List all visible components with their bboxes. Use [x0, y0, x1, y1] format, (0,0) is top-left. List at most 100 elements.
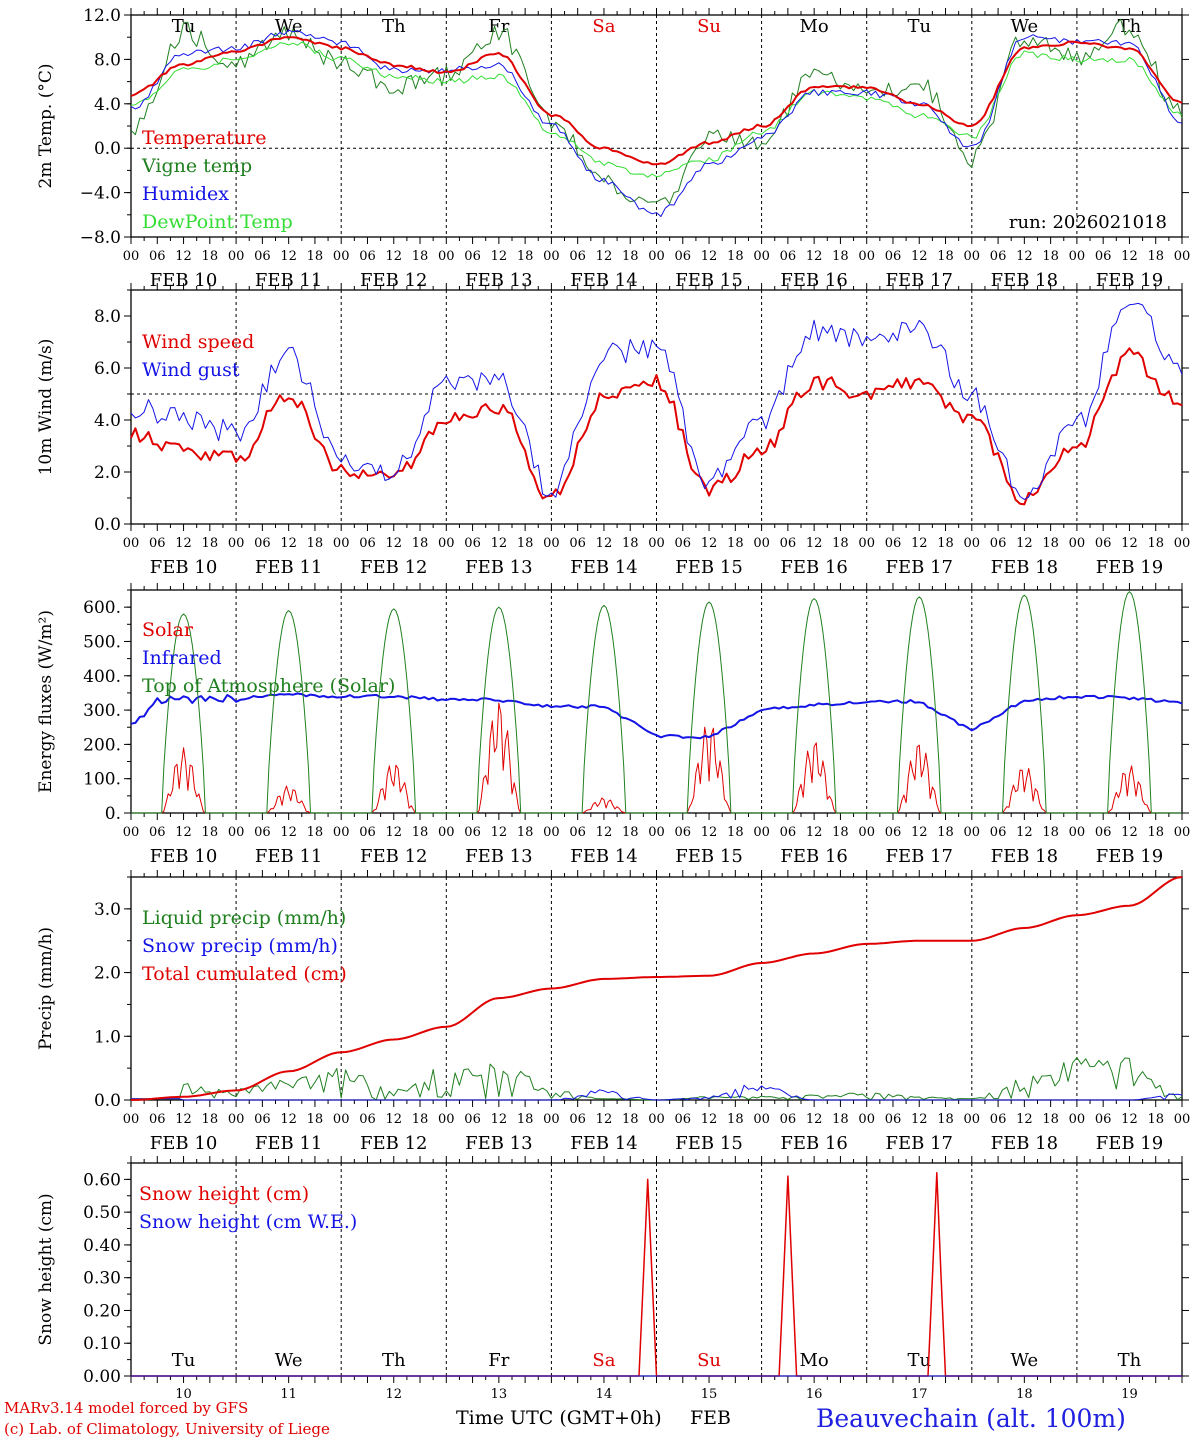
hour-label: 06: [149, 1112, 166, 1127]
y-tick-label: 0.30: [83, 1269, 121, 1289]
legend-entry: Infrared: [142, 647, 222, 669]
series-line-top-of-atmosphere-solar-: [131, 591, 1182, 814]
date-label: FEB 14: [570, 846, 637, 867]
date-label: FEB 19: [1096, 846, 1163, 867]
hour-label: 12: [175, 825, 192, 840]
legend-entry: Solar: [142, 619, 194, 641]
hour-label: 06: [149, 825, 166, 840]
hour-label: 18: [1042, 825, 1059, 840]
day-name-tu: Tu: [172, 1350, 196, 1371]
hour-label: 00: [964, 536, 981, 551]
y-tick-label: −8.0: [80, 228, 121, 248]
hour-label: 06: [1095, 825, 1112, 840]
date-label: FEB 16: [780, 846, 847, 867]
hour-label: 18: [517, 1112, 534, 1127]
day-name-th: Th: [382, 16, 406, 37]
y-tick-label: 12.0: [83, 6, 121, 26]
hour-label: 06: [254, 1112, 271, 1127]
hour-label: 00: [438, 825, 455, 840]
y-axis-label: 10m Wind (m/s): [36, 339, 56, 476]
hour-label: 12: [911, 825, 928, 840]
y-tick-label: 1.0: [94, 1027, 121, 1047]
day-name-tu: Tu: [907, 16, 931, 37]
hour-label: 00: [228, 249, 245, 264]
hour-label: 12: [491, 536, 508, 551]
legend-entry: Snow height (cm W.E.): [139, 1211, 357, 1233]
hour-label: 00: [438, 249, 455, 264]
day-number-label: 16: [806, 1387, 823, 1402]
date-label: FEB 15: [675, 846, 742, 867]
date-label: FEB 17: [886, 846, 953, 867]
hour-label: 12: [385, 825, 402, 840]
hour-label: 00: [964, 249, 981, 264]
hour-label: 18: [202, 536, 219, 551]
hour-label: 00: [1069, 249, 1086, 264]
hour-label: 18: [937, 536, 954, 551]
hour-label: 18: [727, 536, 744, 551]
date-label: FEB 18: [991, 846, 1058, 867]
hour-label: 12: [806, 825, 823, 840]
y-tick-label: 300.: [83, 701, 121, 721]
hour-label: 00: [858, 536, 875, 551]
hour-label: 18: [412, 249, 429, 264]
hour-label: 06: [675, 536, 692, 551]
hour-label: 06: [569, 536, 586, 551]
x-axis-month: FEB: [690, 1407, 731, 1429]
hour-label: 06: [780, 1112, 797, 1127]
hour-label: 00: [1069, 825, 1086, 840]
hour-label: 06: [780, 536, 797, 551]
day-name-sa: Sa: [592, 1350, 615, 1371]
hour-label: 00: [333, 1112, 350, 1127]
legend-entry: Top of Atmosphere (Solar): [142, 675, 395, 697]
y-tick-label: 0.0: [94, 515, 121, 535]
hour-label: 12: [1016, 249, 1033, 264]
hour-label: 12: [806, 249, 823, 264]
date-label: FEB 11: [255, 1133, 322, 1154]
hour-label: 12: [175, 536, 192, 551]
hour-label: 00: [753, 536, 770, 551]
hour-label: 18: [1147, 1112, 1164, 1127]
hour-label: 18: [1147, 536, 1164, 551]
hour-label: 06: [359, 536, 376, 551]
date-label: FEB 14: [570, 270, 637, 291]
date-label: FEB 13: [465, 1133, 532, 1154]
hour-label: 00: [438, 536, 455, 551]
hour-label: 18: [307, 1112, 324, 1127]
date-label: FEB 19: [1096, 270, 1163, 291]
y-tick-label: 100.: [83, 770, 121, 790]
hour-label: 06: [464, 249, 481, 264]
hour-label: 12: [385, 1112, 402, 1127]
hour-label: 00: [543, 536, 560, 551]
y-axis-label: 2m Temp. (°C): [36, 63, 56, 188]
y-tick-label: 0.60: [83, 1170, 121, 1190]
day-name-fr: Fr: [488, 1350, 509, 1371]
hour-label: 18: [832, 249, 849, 264]
hour-label: 18: [1042, 249, 1059, 264]
model-credit: MARv3.14 model forced by GFS: [4, 1399, 248, 1417]
hour-label: 06: [780, 825, 797, 840]
day-name-sa: Sa: [592, 16, 615, 37]
day-name-th: Th: [1118, 1350, 1142, 1371]
hour-label: 18: [727, 825, 744, 840]
series-line-snow-precip-mm-h-: [131, 1084, 1183, 1101]
legend-entry: Liquid precip (mm/h): [142, 907, 346, 929]
legend-entry: Snow precip (mm/h): [142, 935, 338, 957]
hour-label: 00: [1069, 1112, 1086, 1127]
date-label: FEB 18: [991, 270, 1058, 291]
hour-label: 12: [596, 536, 613, 551]
date-label: FEB 14: [570, 557, 637, 578]
day-number-label: 15: [701, 1387, 718, 1402]
hour-label: 06: [254, 249, 271, 264]
hour-label: 12: [911, 1112, 928, 1127]
day-name-we: We: [1011, 16, 1039, 37]
lab-credit: (c) Lab. of Climatology, University of L…: [4, 1420, 330, 1438]
hour-label: 18: [307, 825, 324, 840]
hour-label: 06: [569, 825, 586, 840]
series-line-dewpoint-temp: [130, 41, 1183, 178]
hour-label: 00: [123, 825, 140, 840]
hour-label: 12: [701, 249, 718, 264]
y-tick-label: 600.: [83, 598, 121, 618]
date-label: FEB 11: [255, 557, 322, 578]
hour-label: 00: [123, 536, 140, 551]
